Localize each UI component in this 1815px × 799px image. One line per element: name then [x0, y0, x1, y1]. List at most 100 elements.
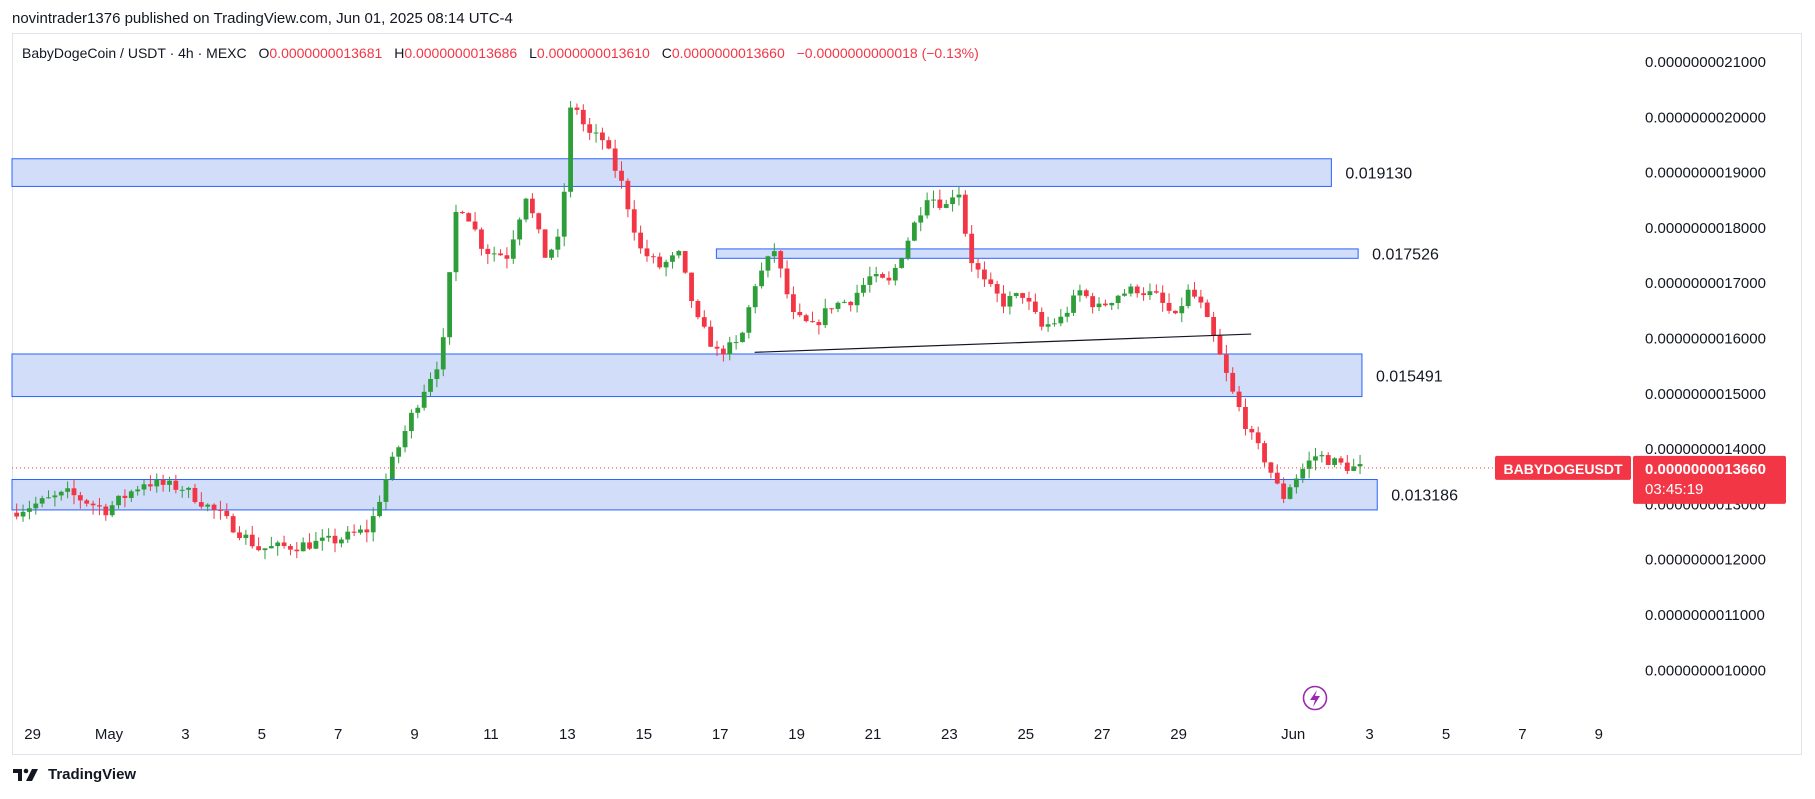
- candle-up: [555, 236, 561, 250]
- candle-down: [281, 542, 287, 547]
- chart-legend: BabyDogeCoin / USDT · 4h · MEXC O0.00000…: [22, 45, 979, 61]
- candle-down: [1090, 296, 1096, 308]
- legend-high-value: 0.0000000013686: [404, 45, 518, 61]
- candle-down: [1141, 293, 1146, 296]
- support-resistance-zone: [715, 248, 1359, 259]
- candle-down: [988, 279, 994, 285]
- candle-up: [491, 253, 497, 255]
- candle-down: [97, 505, 102, 507]
- x-tick-label: 23: [941, 726, 958, 743]
- candle-up: [319, 537, 325, 541]
- candle-up: [670, 255, 675, 262]
- candle-up: [46, 497, 51, 499]
- x-tick-label: 29: [24, 726, 41, 743]
- candle-down: [612, 148, 618, 171]
- candle-up: [135, 489, 141, 492]
- candle-up: [931, 199, 936, 201]
- candle-up: [1147, 291, 1153, 296]
- candle-down: [472, 221, 478, 230]
- candle-up: [243, 534, 249, 539]
- candle-up: [740, 332, 745, 343]
- legend-low-label: L: [529, 45, 537, 61]
- candle-up: [447, 272, 453, 338]
- legend-close-label: C: [661, 45, 672, 61]
- x-tick-label: 15: [635, 726, 652, 743]
- candle-up: [1045, 324, 1051, 327]
- price-tag-layer: BABYDOGEUSDT 0.0000000013660 03:45:19: [1495, 455, 1786, 504]
- candle-down: [1166, 302, 1172, 311]
- candle-up: [517, 219, 523, 240]
- candle-down: [1134, 286, 1140, 294]
- candle-down: [810, 321, 815, 323]
- candle-down: [218, 509, 223, 511]
- candle-down: [1217, 335, 1223, 355]
- candle-up: [1357, 464, 1363, 467]
- candle-down: [982, 269, 987, 280]
- trendline: [754, 333, 1252, 353]
- candle-down: [542, 229, 548, 258]
- candle-up: [1064, 312, 1070, 317]
- candle-up: [27, 508, 32, 512]
- candle-down: [294, 549, 300, 552]
- candle-up: [141, 484, 147, 490]
- candle-up: [1052, 323, 1057, 325]
- candle-down: [224, 510, 230, 517]
- y-tick-label: 0.0000000012000: [1645, 552, 1766, 569]
- candle-up: [415, 407, 421, 413]
- candle-up: [116, 495, 121, 506]
- candle-up: [358, 529, 363, 533]
- x-tick-label: May: [95, 726, 124, 743]
- candle-down: [580, 109, 586, 125]
- y-tick-label: 0.0000000014000: [1645, 441, 1766, 458]
- candle-up: [1351, 466, 1357, 471]
- candle-up: [396, 447, 402, 457]
- candle-down: [650, 256, 656, 258]
- candle-down: [364, 529, 370, 533]
- candle-down: [848, 301, 854, 306]
- lightning-icon[interactable]: [1302, 685, 1328, 711]
- y-tick-label: 0.0000000019000: [1645, 165, 1766, 182]
- candle-down: [886, 277, 892, 281]
- candle-down: [529, 198, 535, 214]
- zone-label: 0.013186: [1391, 488, 1458, 505]
- candle-down: [969, 233, 975, 264]
- candle-down: [1026, 297, 1032, 302]
- candle-down: [778, 251, 784, 269]
- candle-up: [765, 256, 771, 271]
- candle-up: [275, 542, 281, 547]
- candle-down: [638, 232, 644, 249]
- candle-down: [791, 294, 796, 313]
- candle-down: [1338, 458, 1344, 463]
- y-tick-label: 0.0000000011000: [1645, 607, 1765, 624]
- candle-up: [440, 337, 446, 370]
- y-tick-label: 0.0000000016000: [1645, 331, 1766, 348]
- legend-change: −0.0000000000018 (−0.13%): [796, 45, 979, 61]
- candle-up: [262, 548, 268, 551]
- candle-down: [644, 248, 650, 257]
- candle-down: [256, 546, 262, 551]
- candle-down: [829, 308, 835, 310]
- candle-down: [1274, 472, 1280, 484]
- candle-up: [65, 488, 71, 492]
- candle-up: [1306, 460, 1312, 469]
- legend-symbol[interactable]: BabyDogeCoin / USDT · 4h · MEXC: [22, 45, 247, 61]
- y-tick-label: 0.0000000010000: [1645, 662, 1766, 679]
- legend-low-value: 0.0000000013610: [536, 45, 650, 61]
- candle-up: [568, 107, 573, 192]
- zone-label: 0.015491: [1376, 368, 1443, 385]
- candle-up: [1007, 296, 1013, 307]
- candle-up: [421, 391, 427, 408]
- candle-up: [676, 251, 682, 256]
- candle-down: [975, 263, 981, 270]
- candle-up: [752, 286, 758, 308]
- tradingview-brand[interactable]: TradingView: [48, 766, 137, 783]
- candle-up: [300, 542, 306, 552]
- price-tag: [1633, 455, 1786, 504]
- candle-down: [600, 132, 605, 141]
- candle-up: [52, 495, 58, 498]
- candle-up: [1058, 316, 1064, 324]
- candle-down: [631, 209, 637, 233]
- candle-down: [84, 500, 90, 504]
- candle-down: [332, 535, 338, 544]
